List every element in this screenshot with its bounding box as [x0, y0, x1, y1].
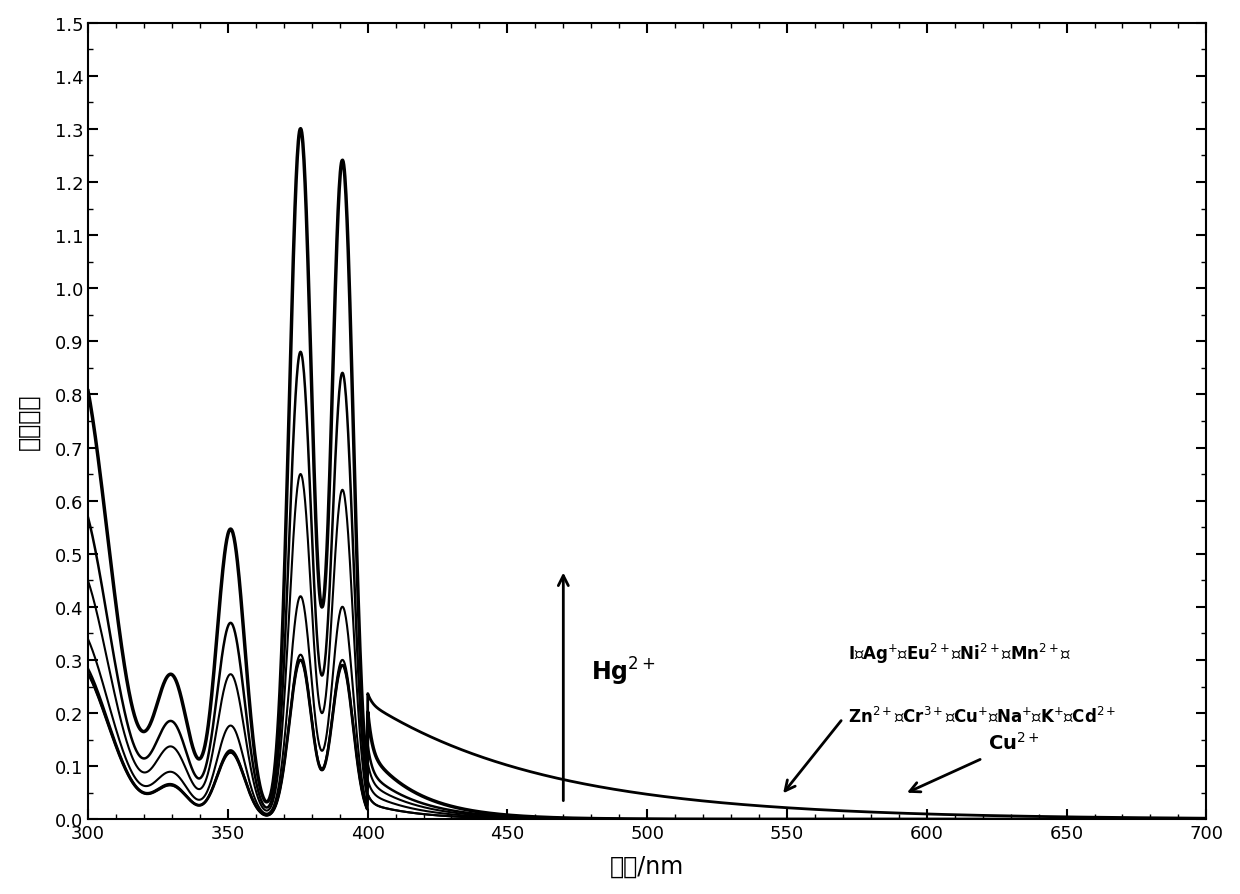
- X-axis label: 波长/nm: 波长/nm: [610, 854, 684, 877]
- Text: I、Ag$^{+}$、Eu$^{2+}$、Ni$^{2+}$、Mn$^{2+}$、: I、Ag$^{+}$、Eu$^{2+}$、Ni$^{2+}$、Mn$^{2+}$…: [848, 642, 1073, 666]
- Text: Cu$^{2+}$: Cu$^{2+}$: [988, 731, 1040, 753]
- Text: Hg$^{2+}$: Hg$^{2+}$: [591, 654, 656, 687]
- Y-axis label: 吸收强度: 吸收强度: [16, 393, 41, 450]
- Text: Zn$^{2+}$、Cr$^{3+}$、Cu$^{+}$、Na$^{+}$、K$^{+}$、Cd$^{2+}$: Zn$^{2+}$、Cr$^{3+}$、Cu$^{+}$、Na$^{+}$、K$…: [848, 705, 1117, 725]
